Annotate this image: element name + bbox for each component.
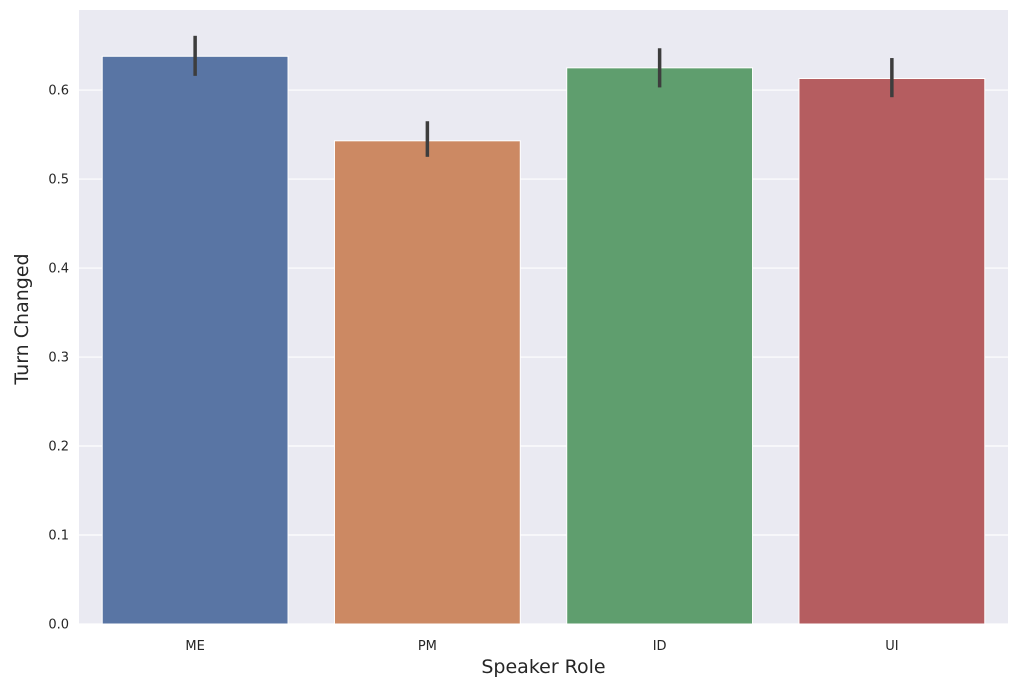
- x-tick-label: ID: [653, 639, 667, 654]
- y-tick-label: 0.1: [48, 529, 69, 544]
- x-tick-labels: ME PM ID UI: [185, 639, 898, 654]
- x-tick-label: UI: [885, 639, 898, 654]
- x-tick-label: PM: [418, 639, 437, 654]
- error-bars: [193, 35, 894, 157]
- y-tick-label: 0.4: [48, 262, 69, 277]
- bar-pm: [333, 140, 521, 625]
- y-axis-label: Turn Changed: [11, 253, 33, 385]
- y-tick-label: 0.5: [48, 173, 69, 188]
- y-tick-labels: 0.0 0.1 0.2 0.3 0.4 0.5 0.6: [48, 84, 69, 633]
- bar-id: [566, 67, 754, 625]
- y-tick-label: 0.2: [48, 440, 69, 455]
- x-axis-label: Speaker Role: [481, 656, 605, 678]
- y-tick-label: 0.3: [48, 351, 69, 366]
- y-tick-label: 0.0: [48, 618, 69, 633]
- y-tick-label: 0.6: [48, 84, 69, 99]
- bar-me: [101, 55, 289, 625]
- bars: [101, 55, 986, 625]
- bar-ui: [798, 78, 986, 625]
- x-tick-label: ME: [185, 639, 204, 654]
